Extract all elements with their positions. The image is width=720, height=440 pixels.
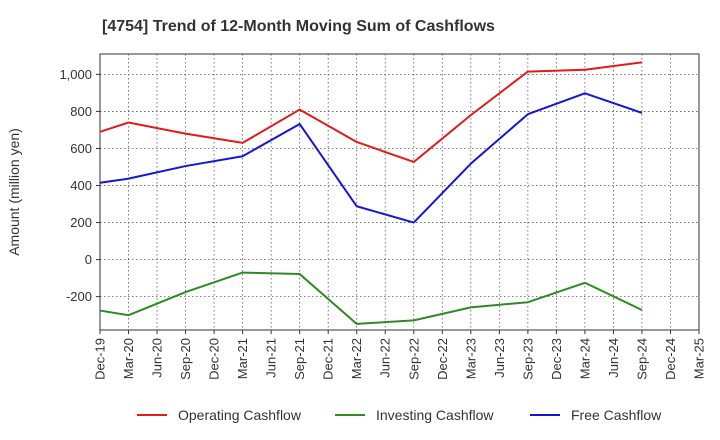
- x-tick-label: Sep-23: [520, 338, 535, 380]
- x-tick-label: Jun-20: [150, 338, 165, 378]
- x-tick-label: Dec-22: [435, 338, 450, 380]
- y-axis-label: Amount (million yen): [6, 128, 22, 256]
- investing-cashflow-line: [99, 271, 643, 325]
- x-tick-label: Mar-25: [692, 338, 707, 379]
- legend-label: Investing Cashflow: [376, 407, 494, 423]
- legend-label: Free Cashflow: [571, 407, 662, 423]
- x-tick-label: Dec-23: [549, 338, 564, 380]
- y-tick-label: 0: [85, 252, 92, 267]
- x-tick-label: Dec-19: [93, 338, 108, 380]
- x-tick-label: Dec-24: [663, 338, 678, 380]
- x-tick-label: Mar-20: [121, 338, 136, 379]
- legend: Operating Cashflow Investing Cashflow Free…: [137, 407, 662, 423]
- legend-item-free-cashflow: Free Cashflow: [530, 407, 662, 423]
- operating-cashflow-line: [99, 61, 643, 163]
- y-tick-label: 800: [70, 104, 92, 119]
- y-tick-label: 200: [70, 215, 92, 230]
- plot-area: [99, 53, 700, 331]
- x-axis-ticks: Dec-19 Mar-20 Jun-20 Sep-20 Dec-20 Mar-21 Jun-…: [93, 330, 707, 380]
- y-tick-label: 600: [70, 141, 92, 156]
- x-tick-label: Jun-24: [606, 338, 621, 378]
- legend-item-investing-cashflow: Investing Cashflow: [335, 407, 494, 423]
- x-tick-label: Jun-23: [492, 338, 507, 378]
- series-lines: [99, 61, 643, 325]
- x-tick-label: Mar-22: [349, 338, 364, 379]
- x-tick-label: Mar-21: [235, 338, 250, 379]
- x-tick-label: Jun-22: [378, 338, 393, 378]
- x-tick-label: Sep-21: [292, 338, 307, 380]
- x-tick-label: Dec-21: [321, 338, 336, 380]
- x-tick-label: Sep-20: [178, 338, 193, 380]
- legend-item-operating-cashflow: Operating Cashflow: [137, 407, 302, 423]
- x-tick-label: Jun-21: [264, 338, 279, 378]
- x-tick-label: Sep-22: [406, 338, 421, 380]
- y-tick-label: 1,000: [59, 67, 92, 82]
- x-tick-label: Mar-24: [577, 338, 592, 379]
- free-cashflow-line: [99, 92, 643, 224]
- chart-title: [4754] Trend of 12-Month Moving Sum of C…: [102, 18, 495, 35]
- legend-label: Operating Cashflow: [178, 407, 302, 423]
- y-tick-label: 400: [70, 178, 92, 193]
- x-tick-label: Mar-23: [463, 338, 478, 379]
- y-tick-label: -200: [66, 289, 92, 304]
- plot-frame: [100, 54, 699, 330]
- x-tick-label: Dec-20: [207, 338, 222, 380]
- plot-border: [99, 53, 700, 331]
- x-tick-label: Sep-24: [634, 338, 649, 380]
- y-axis-ticks: -200 0 200 400 600 800 1,000: [59, 67, 100, 304]
